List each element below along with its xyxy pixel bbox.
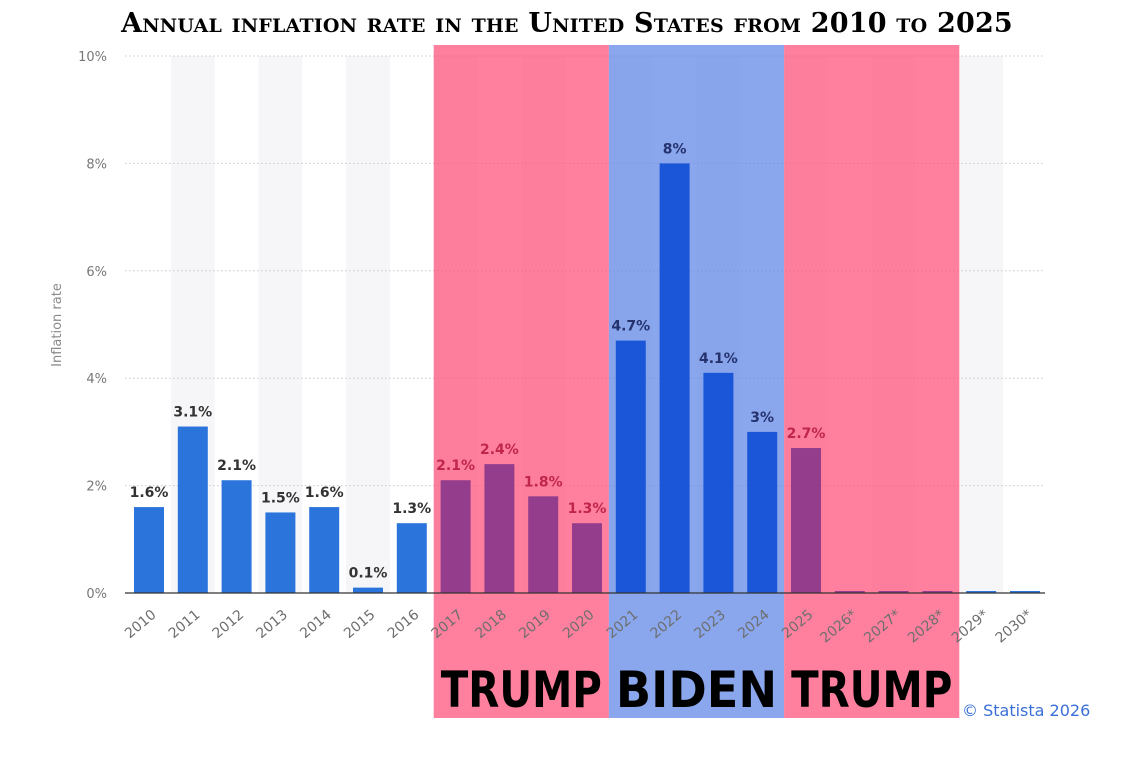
bar — [528, 496, 559, 593]
y-tick-label: 2% — [86, 480, 107, 495]
y-tick-label: 0% — [86, 587, 107, 602]
column-stripe — [959, 56, 1004, 593]
data-label: 2.1% — [217, 458, 256, 474]
x-tick-label: 2011 — [166, 607, 204, 642]
y-tick-label: 8% — [86, 157, 107, 172]
highlight-band — [433, 45, 609, 718]
bar — [440, 480, 471, 593]
bar — [572, 523, 602, 593]
data-label: 3.1% — [173, 405, 212, 421]
x-tick-label: 2014 — [297, 607, 335, 642]
data-label: 1.5% — [261, 490, 300, 506]
highlight-bands — [433, 45, 960, 718]
y-tick-label: 10% — [78, 50, 107, 65]
data-label: 2.1% — [436, 458, 475, 474]
x-tick-label: 2010 — [122, 607, 160, 642]
bar — [353, 587, 383, 593]
y-axis-label: Inflation rate — [50, 283, 65, 367]
column-stripe — [346, 56, 390, 593]
bar — [396, 523, 427, 593]
bar — [484, 464, 515, 593]
bar — [177, 426, 208, 593]
bar — [134, 507, 164, 593]
data-label: 1.3% — [568, 501, 607, 517]
bar — [221, 480, 252, 593]
y-tick-label: 6% — [86, 265, 107, 280]
source-credit[interactable]: © Statista 2026 — [962, 701, 1091, 720]
data-label: 1.3% — [392, 501, 431, 517]
data-label: 1.6% — [305, 485, 344, 501]
data-label: 4.7% — [611, 319, 650, 335]
era-labels: TRUMP BIDEN TRUMP — [441, 661, 953, 719]
highlight-band — [784, 45, 960, 718]
y-tick-label: 4% — [86, 372, 107, 387]
data-label: 3% — [750, 410, 774, 426]
bar — [922, 591, 953, 593]
data-label: 0.1% — [349, 566, 388, 582]
x-tick-label: 2030* — [993, 607, 1036, 647]
data-label: 8% — [663, 141, 687, 157]
y-axis-ticks: 0% 2% 4% 6% 8% 10% — [78, 50, 107, 602]
era-label: TRUMP — [441, 661, 602, 719]
chart-title: Annual inflation rate in the United Stat… — [121, 8, 1013, 39]
x-tick-label: 2015 — [341, 607, 379, 642]
x-tick-label: 2013 — [253, 607, 291, 642]
bar — [966, 591, 997, 593]
data-label: 2.4% — [480, 442, 519, 458]
data-label: 1.8% — [524, 474, 563, 490]
bar — [265, 512, 296, 593]
data-labels: 1.6% 3.1% 2.1% 1.5% 1.6% 0.1% 1.3% 2.1% 2.4% 1.8%… — [130, 141, 826, 581]
bar — [791, 448, 821, 593]
bar — [878, 591, 909, 593]
era-label: BIDEN — [616, 661, 777, 719]
data-label: 2.7% — [787, 426, 826, 442]
x-tick-label: 2016 — [385, 607, 423, 642]
x-tick-label: 2012 — [210, 607, 248, 642]
bars — [134, 163, 1040, 593]
data-label: 1.6% — [130, 485, 169, 501]
bar — [615, 340, 646, 593]
bar — [1010, 591, 1040, 593]
bar — [309, 507, 340, 593]
era-label: TRUMP — [791, 661, 952, 719]
bar — [747, 431, 778, 593]
bar — [834, 591, 865, 593]
bar — [703, 372, 734, 593]
bar — [659, 163, 690, 593]
column-stripe — [258, 56, 303, 593]
data-label: 4.1% — [699, 351, 738, 367]
